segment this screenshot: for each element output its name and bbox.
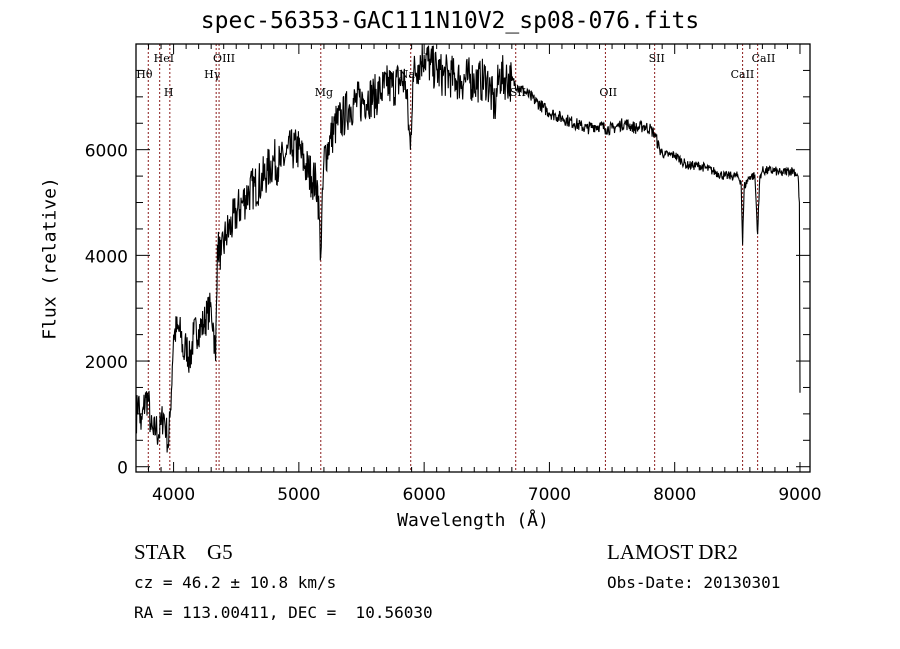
y-tick-label: 2000	[85, 353, 128, 373]
spectral-line-label: SII	[510, 86, 526, 99]
spectral-line-label: Mg	[315, 86, 333, 99]
spectral-line-label: CaII	[731, 68, 755, 81]
obs-date: Obs-Date: 20130301	[607, 573, 781, 592]
x-tick-label: 9000	[778, 485, 821, 505]
y-tick-label: 4000	[85, 247, 128, 267]
spectral-line-label: CaII	[752, 52, 776, 65]
survey-name: LAMOST DR2	[607, 540, 738, 564]
spectral-line-label: Na	[399, 68, 416, 81]
spectral-line-label: H	[164, 86, 174, 99]
spectrum-line	[135, 43, 801, 453]
spectral-line-label: Hγ	[204, 68, 221, 81]
x-tick-label: 6000	[403, 485, 446, 505]
x-tick-label: 5000	[277, 485, 320, 505]
spectral-line-label: Hθ	[136, 68, 153, 81]
y-tick-label: 0	[117, 459, 128, 479]
chart-title: spec-56353-GAC111N10V2_sp08-076.fits	[200, 8, 700, 34]
spectral-line-label: OIII	[213, 52, 235, 65]
plot-frame	[135, 43, 811, 473]
object-class: STAR G5	[134, 540, 233, 564]
x-tick-label: 7000	[528, 485, 571, 505]
x-axis-label: Wavelength (Å)	[397, 510, 549, 531]
spectral-line-label: SII	[649, 52, 665, 65]
spectral-line-label: HeI	[154, 52, 174, 65]
y-tick-label: 6000	[85, 142, 128, 162]
spectral-line-label: OII	[599, 86, 617, 99]
redshift-cz: cz = 46.2 ± 10.8 km/s	[134, 573, 337, 592]
coordinates: RA = 113.00411, DEC = 10.56030	[134, 603, 433, 622]
x-tick-label: 8000	[653, 485, 696, 505]
x-tick-label: 4000	[152, 485, 195, 505]
y-axis-label: Flux (relative)	[39, 177, 61, 340]
